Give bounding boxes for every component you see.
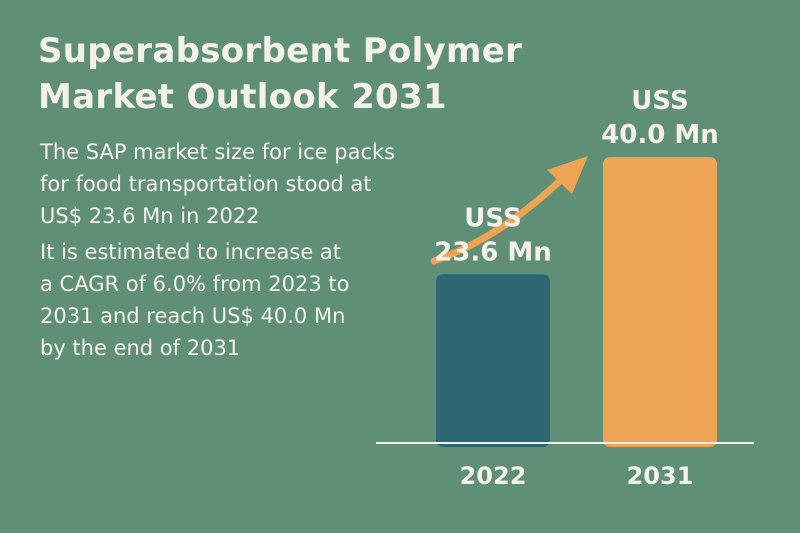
data-label-2031: 40.0 Mn (601, 120, 719, 150)
growth-arrow (430, 174, 567, 265)
x-tick-label: 2031 (627, 462, 694, 490)
title-line-2: Market Outlook 2031 (38, 77, 447, 117)
paragraph-line: The SAP market size for ice packs (40, 140, 396, 164)
growth-arrow-head (547, 156, 588, 194)
paragraph-line: by the end of 2031 (40, 336, 241, 360)
paragraph-line: US$ 23.6 Mn in 2022 (40, 204, 260, 228)
paragraph-line: for food transportation stood at (40, 172, 372, 196)
data-label-2022: 23.6 Mn (434, 237, 552, 267)
paragraph-line: It is estimated to increase at (40, 240, 342, 264)
title-line-1: Superabsorbent Polymer (38, 31, 523, 71)
data-label-2022: USS (464, 203, 521, 233)
bar-2031 (603, 157, 717, 447)
page-title: Superabsorbent Polymer Market Outlook 20… (38, 28, 558, 120)
cagr-paragraph: It is estimated to increase at a CAGR of… (40, 236, 440, 364)
bar-2022 (436, 274, 550, 447)
market-size-paragraph: The SAP market size for ice packs for fo… (40, 136, 440, 232)
x-tick-label: 2022 (460, 462, 527, 490)
paragraph-line: a CAGR of 6.0% from 2023 to (40, 272, 350, 296)
data-label-2031: USS (631, 86, 688, 116)
paragraph-line: 2031 and reach US$ 40.0 Mn (40, 304, 346, 328)
